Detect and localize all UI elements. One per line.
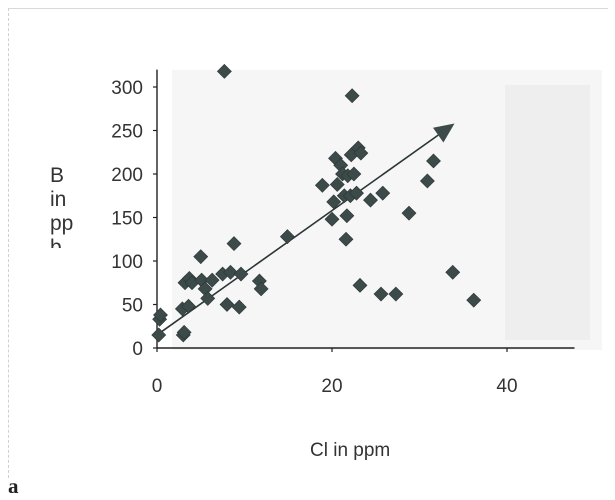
data-points [151, 63, 482, 343]
data-point [388, 286, 404, 302]
x-tick-labels: 0 20 40 [152, 376, 518, 397]
data-point [426, 153, 441, 169]
panel-label: a [8, 474, 19, 498]
y-tick-label: 150 [111, 209, 143, 230]
y-tick-label: 250 [111, 122, 143, 143]
trend-arrowhead [432, 123, 455, 143]
plot-background [172, 70, 602, 350]
y-tick-label: 200 [111, 165, 143, 186]
data-point [226, 236, 242, 252]
data-point [375, 185, 391, 201]
y-tick-labels: 0 50 100 150 200 250 300 [111, 78, 143, 360]
data-point [253, 281, 269, 297]
y-tick-label: 50 [122, 296, 143, 317]
data-point [216, 63, 232, 79]
data-point [346, 166, 362, 182]
data-point [349, 185, 364, 201]
y-tick-label: 0 [132, 339, 143, 360]
plot-area-shade-right [505, 85, 590, 340]
data-point [338, 231, 354, 247]
data-point [326, 194, 342, 210]
y-axis-label-line: pp [50, 212, 74, 235]
y-axis-label-line: in [50, 188, 67, 211]
data-point [373, 286, 389, 302]
axes [153, 69, 575, 352]
data-point [223, 264, 238, 280]
data-point [445, 264, 461, 280]
x-tick-label: 20 [321, 376, 342, 397]
data-point [353, 145, 369, 161]
y-axis-label-line: b [50, 236, 62, 248]
data-point [352, 277, 368, 293]
data-point [204, 272, 220, 288]
data-point [279, 229, 295, 245]
x-axis-label: Cl in ppm [310, 440, 391, 461]
y-tick-label: 300 [111, 78, 143, 99]
chart-frame [8, 8, 608, 478]
data-point [314, 177, 330, 193]
data-point [231, 299, 247, 315]
data-point [153, 307, 168, 323]
data-point [363, 192, 378, 208]
data-point [176, 324, 192, 340]
data-point [200, 290, 216, 306]
y-tick-label: 100 [111, 252, 143, 273]
data-point [181, 298, 196, 314]
y-axis-label: B in pp b [50, 164, 100, 248]
data-point [151, 327, 167, 343]
data-point [233, 266, 249, 282]
x-tick-label: 0 [152, 376, 163, 397]
data-point [324, 211, 340, 227]
y-axis-label-line: B [50, 164, 65, 187]
x-tick-label: 40 [496, 376, 517, 397]
data-point [339, 208, 355, 224]
data-point [466, 292, 482, 308]
data-point [401, 205, 417, 221]
data-point [329, 177, 345, 192]
data-point [219, 297, 235, 312]
data-point [193, 249, 209, 265]
data-point [344, 88, 360, 104]
data-point [419, 173, 435, 189]
